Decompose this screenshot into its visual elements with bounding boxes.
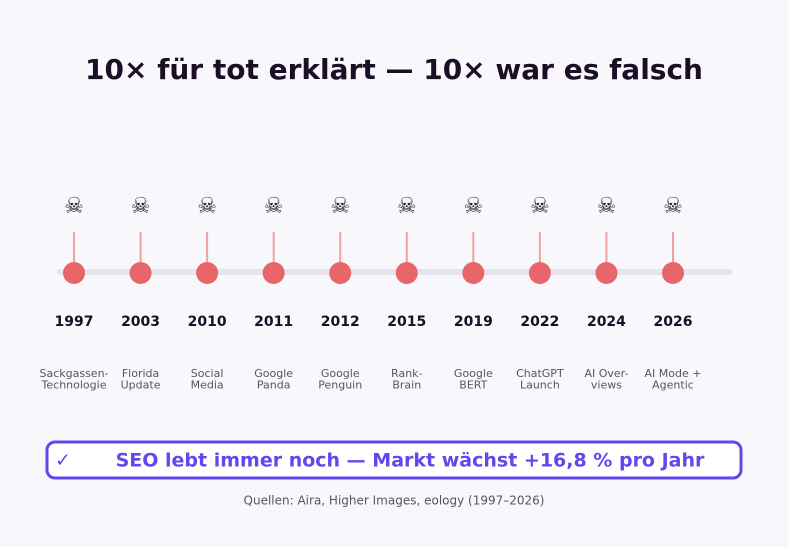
callout-text: SEO lebt immer noch — Markt wächst +16,8…	[116, 450, 705, 472]
title: 10× für tot erklärt — 10× war es falsch	[85, 53, 703, 86]
event-label: BERT	[459, 379, 487, 392]
event-label: Panda	[257, 379, 291, 392]
event-label: Social	[191, 367, 224, 380]
event-dot	[63, 262, 85, 284]
event-year: 2012	[321, 314, 360, 330]
event-dot	[196, 262, 219, 284]
event-year: 2022	[520, 314, 559, 330]
event-label: Sackgassen-	[39, 367, 108, 380]
callout-box	[45, 440, 743, 480]
event-label: Google	[254, 367, 293, 380]
skull-icon: ☠	[197, 194, 217, 219]
event-label: Google	[454, 367, 493, 380]
event-label: Penguin	[318, 379, 362, 392]
event-label: Brain	[392, 379, 421, 392]
event-year: 2011	[254, 314, 293, 330]
source: Quellen: Aira, Higher Images, eology (19…	[244, 494, 545, 508]
event-dot	[129, 262, 152, 284]
event-year: 2003	[121, 314, 160, 330]
event-year: 2019	[454, 314, 493, 330]
event-year: 2015	[387, 314, 426, 330]
event-dot	[462, 262, 485, 284]
event-year: 2024	[587, 314, 626, 330]
event-year: 2026	[654, 314, 693, 330]
event-dot	[528, 262, 551, 284]
event-dot	[329, 262, 352, 284]
event-label: ChatGPT	[516, 367, 564, 380]
event-year: 1997	[55, 314, 94, 330]
event-label: Florida	[122, 367, 159, 380]
event-label: Update	[121, 379, 161, 392]
event-dot	[595, 262, 618, 284]
skull-icon: ☠	[131, 194, 151, 219]
event-label: Technologie	[41, 379, 107, 392]
event-label: AI Over-	[584, 367, 628, 380]
event-dot	[262, 262, 285, 284]
skull-icon: ☠	[64, 194, 84, 219]
skull-icon: ☠	[597, 194, 617, 219]
event-label: Rank-	[391, 367, 422, 380]
event-year: 2010	[188, 314, 227, 330]
event-label: views	[591, 379, 622, 392]
event-label: Agentic	[652, 379, 694, 392]
skull-icon: ☠	[530, 194, 550, 219]
event-dot	[395, 262, 418, 284]
skull-icon: ☠	[264, 194, 284, 219]
skull-icon: ☠	[330, 194, 350, 219]
skull-icon: ☠	[397, 194, 417, 219]
skull-icon: ☠	[463, 194, 483, 219]
events: ☠ 1997 Sackgassen-Technologie ☠ 2003 FloridaU…	[39, 194, 701, 392]
skull-icon: ☠	[663, 194, 683, 219]
event-label: Launch	[520, 379, 560, 392]
callout-icon: ✓	[55, 450, 71, 472]
event-label: AI Mode +	[645, 367, 702, 380]
event-dot	[662, 262, 684, 284]
event-label: Google	[321, 367, 360, 380]
event-label: Media	[191, 379, 224, 392]
